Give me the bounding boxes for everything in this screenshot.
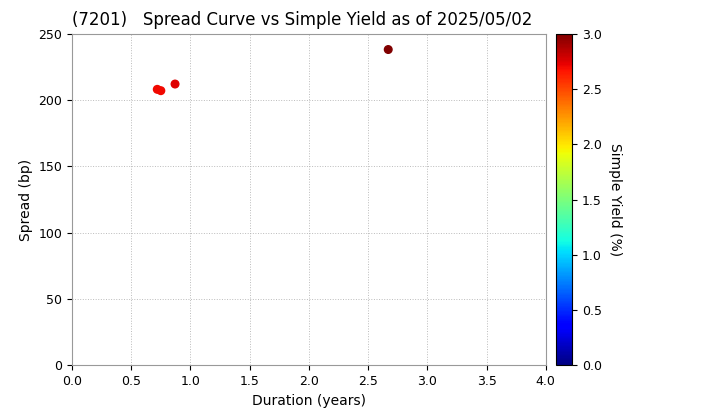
Text: (7201)   Spread Curve vs Simple Yield as of 2025/05/02: (7201) Spread Curve vs Simple Yield as o… [72,11,532,29]
Point [382,46,394,53]
Y-axis label: Spread (bp): Spread (bp) [19,158,33,241]
Y-axis label: Simple Yield (%): Simple Yield (%) [608,143,621,256]
Point [155,87,166,94]
Point [151,86,163,93]
Point [169,81,181,87]
X-axis label: Duration (years): Duration (years) [252,394,366,408]
